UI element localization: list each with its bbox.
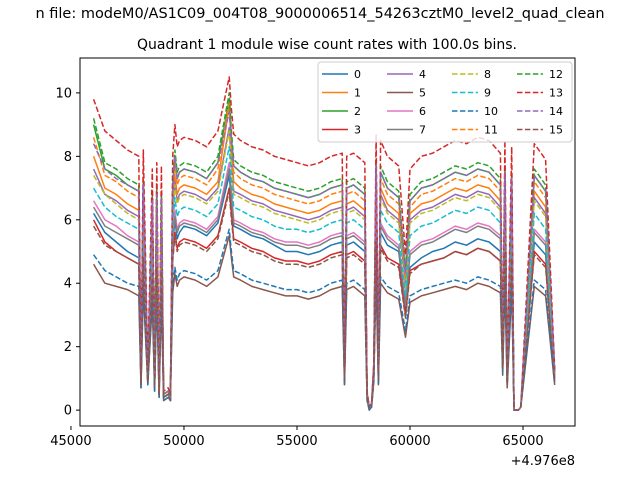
legend-label-14: 14 [549, 105, 563, 118]
series-15-line [92, 190, 556, 411]
series-10-line [92, 228, 556, 411]
legend-label-5: 5 [419, 87, 426, 100]
x-tick-label: 60000 [389, 434, 430, 449]
legend-label-15: 15 [549, 124, 563, 137]
legend-label-8: 8 [484, 68, 491, 81]
x-tick-label: 50000 [163, 434, 204, 449]
legend-label-12: 12 [549, 68, 563, 81]
x-offset-label: +4.976e8 [511, 454, 575, 469]
legend-label-6: 6 [419, 105, 426, 118]
y-tick-label: 4 [64, 277, 72, 292]
chart-title: Quadrant 1 module wise count rates with … [137, 37, 517, 53]
legend-label-10: 10 [484, 105, 498, 118]
axes-frame [79, 57, 576, 427]
legend-label-11: 11 [484, 124, 498, 137]
y-tick-label: 8 [64, 150, 72, 165]
legend-label-3: 3 [354, 124, 361, 137]
x-tick-label: 65000 [502, 434, 543, 449]
y-tick-label: 0 [64, 404, 72, 419]
legend-label-9: 9 [484, 87, 491, 100]
y-tick-label: 2 [64, 340, 72, 355]
series-14-line [92, 111, 556, 411]
y-axis: 0 2 4 6 8 10 [55, 86, 80, 419]
legend-label-7: 7 [419, 124, 426, 137]
legend-label-4: 4 [419, 68, 426, 81]
x-tick-label: 45000 [50, 434, 91, 449]
legend-label-13: 13 [549, 87, 563, 100]
y-tick-label: 10 [55, 86, 72, 101]
x-axis: 45000 50000 55000 60000 65000 [50, 426, 544, 449]
legend-label-1: 1 [354, 87, 361, 100]
legend-frame [317, 61, 573, 143]
figure-suptitle: n file: modeM0/AS1C09_004T08_9000006514_… [35, 6, 604, 22]
x-tick-label: 55000 [276, 434, 317, 449]
plot-lines [92, 76, 556, 411]
legend-label-2: 2 [354, 105, 361, 118]
y-tick-label: 6 [64, 213, 72, 228]
legend-label-0: 0 [354, 68, 361, 81]
